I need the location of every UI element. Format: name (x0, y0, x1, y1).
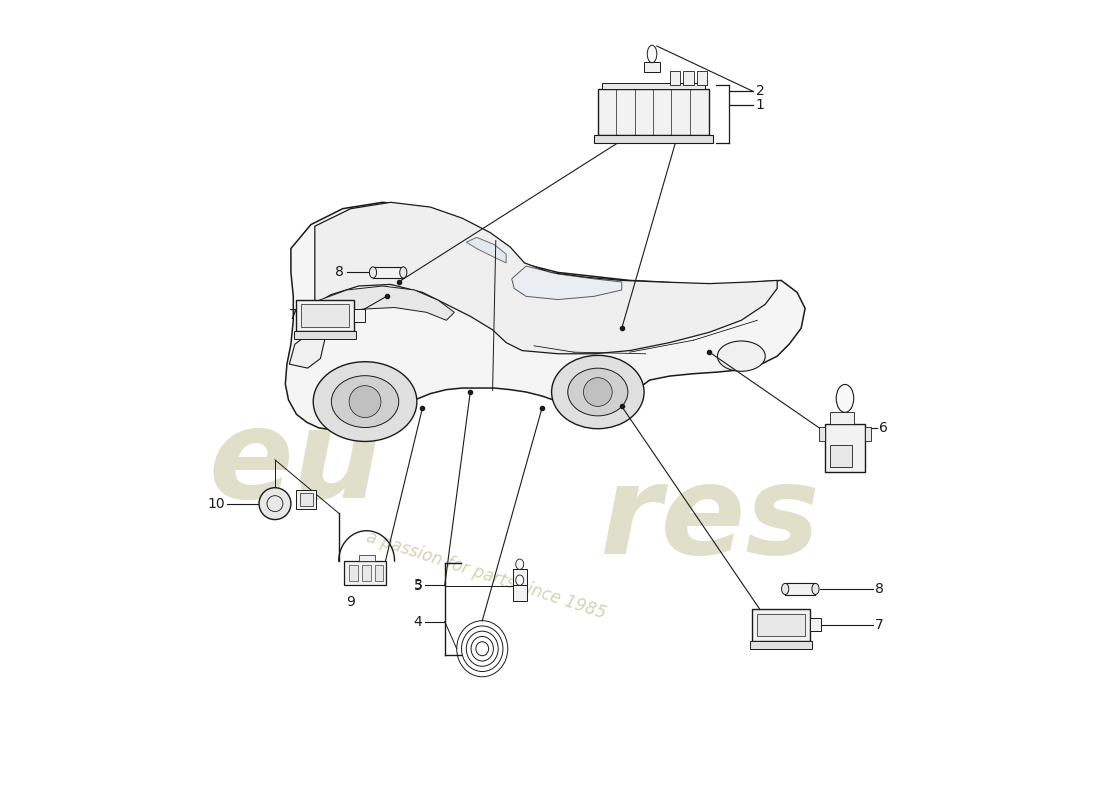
Circle shape (349, 386, 381, 418)
Circle shape (583, 378, 613, 406)
Bar (818, 427, 825, 442)
Ellipse shape (782, 583, 789, 594)
Text: 7: 7 (876, 618, 884, 632)
Polygon shape (289, 332, 326, 368)
Polygon shape (285, 202, 805, 430)
Bar (829, 412, 854, 424)
Bar (349, 565, 358, 581)
Text: 5: 5 (414, 578, 422, 593)
Bar (785, 583, 815, 594)
Polygon shape (512, 266, 621, 299)
Bar (810, 618, 821, 631)
Bar (597, 89, 710, 135)
FancyBboxPatch shape (297, 299, 354, 331)
Polygon shape (466, 238, 506, 263)
Bar (757, 614, 805, 636)
Text: 7: 7 (288, 309, 297, 322)
Bar (513, 585, 527, 601)
Ellipse shape (836, 385, 854, 412)
Text: 3: 3 (414, 578, 422, 592)
Text: a passion for parts since 1985: a passion for parts since 1985 (364, 528, 608, 622)
Bar (670, 70, 680, 85)
Bar (301, 304, 349, 326)
Ellipse shape (717, 341, 766, 371)
Ellipse shape (331, 376, 398, 427)
Bar (683, 70, 693, 85)
Ellipse shape (568, 368, 628, 416)
Ellipse shape (314, 362, 417, 442)
Text: 9: 9 (346, 595, 355, 610)
Text: eu: eu (208, 403, 382, 524)
Bar (825, 424, 865, 472)
Polygon shape (315, 202, 778, 354)
Bar (373, 267, 404, 278)
Ellipse shape (399, 267, 407, 278)
Text: 4: 4 (414, 614, 422, 629)
Text: res: res (600, 459, 820, 580)
Text: 6: 6 (879, 421, 888, 435)
Bar (294, 331, 356, 339)
Ellipse shape (516, 575, 524, 586)
Bar (750, 641, 812, 649)
Bar (645, 62, 660, 71)
Bar (829, 445, 852, 467)
Bar (354, 309, 365, 322)
Ellipse shape (551, 355, 645, 429)
Text: 8: 8 (876, 582, 884, 596)
Ellipse shape (370, 267, 376, 278)
Bar (865, 427, 871, 442)
Text: 1: 1 (756, 98, 764, 112)
Bar (375, 565, 384, 581)
Bar (297, 490, 317, 510)
Circle shape (258, 488, 290, 519)
Text: 10: 10 (207, 497, 224, 510)
Ellipse shape (812, 583, 820, 594)
Bar (602, 82, 705, 89)
Text: 2: 2 (756, 85, 764, 98)
Text: 8: 8 (336, 266, 344, 279)
Polygon shape (319, 286, 454, 322)
Ellipse shape (516, 559, 524, 570)
Ellipse shape (647, 46, 657, 62)
FancyBboxPatch shape (752, 609, 810, 641)
Bar (513, 569, 527, 585)
Bar (299, 494, 314, 506)
Bar (344, 561, 386, 585)
Bar (696, 70, 707, 85)
Bar (362, 565, 371, 581)
Bar (594, 135, 714, 143)
Bar (359, 554, 375, 561)
